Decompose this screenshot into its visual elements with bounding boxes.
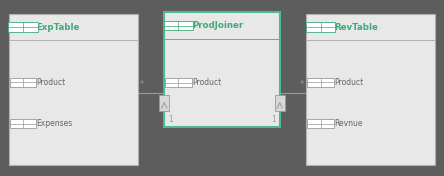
Text: Expenses: Expenses bbox=[36, 119, 73, 128]
FancyBboxPatch shape bbox=[164, 12, 280, 127]
Text: ProdJoiner: ProdJoiner bbox=[192, 21, 243, 30]
Bar bbox=[10, 119, 36, 128]
Text: Revnue: Revnue bbox=[334, 119, 362, 128]
Text: RevTable: RevTable bbox=[334, 23, 378, 32]
Bar bbox=[10, 78, 36, 87]
FancyBboxPatch shape bbox=[9, 14, 138, 165]
Text: 1: 1 bbox=[271, 115, 276, 124]
Bar bbox=[159, 95, 169, 111]
Bar bbox=[275, 95, 285, 111]
Bar bbox=[8, 22, 38, 32]
Text: 1: 1 bbox=[168, 115, 173, 124]
Text: ExpTable: ExpTable bbox=[36, 23, 80, 32]
Bar bbox=[165, 78, 192, 87]
Bar bbox=[307, 78, 334, 87]
Bar bbox=[164, 21, 193, 30]
Text: Product: Product bbox=[192, 78, 221, 87]
Text: *: * bbox=[300, 80, 304, 89]
Text: Product: Product bbox=[334, 78, 363, 87]
FancyBboxPatch shape bbox=[306, 14, 435, 165]
Text: Product: Product bbox=[36, 78, 66, 87]
Text: *: * bbox=[140, 80, 144, 89]
Bar bbox=[306, 22, 335, 32]
Bar bbox=[307, 119, 334, 128]
